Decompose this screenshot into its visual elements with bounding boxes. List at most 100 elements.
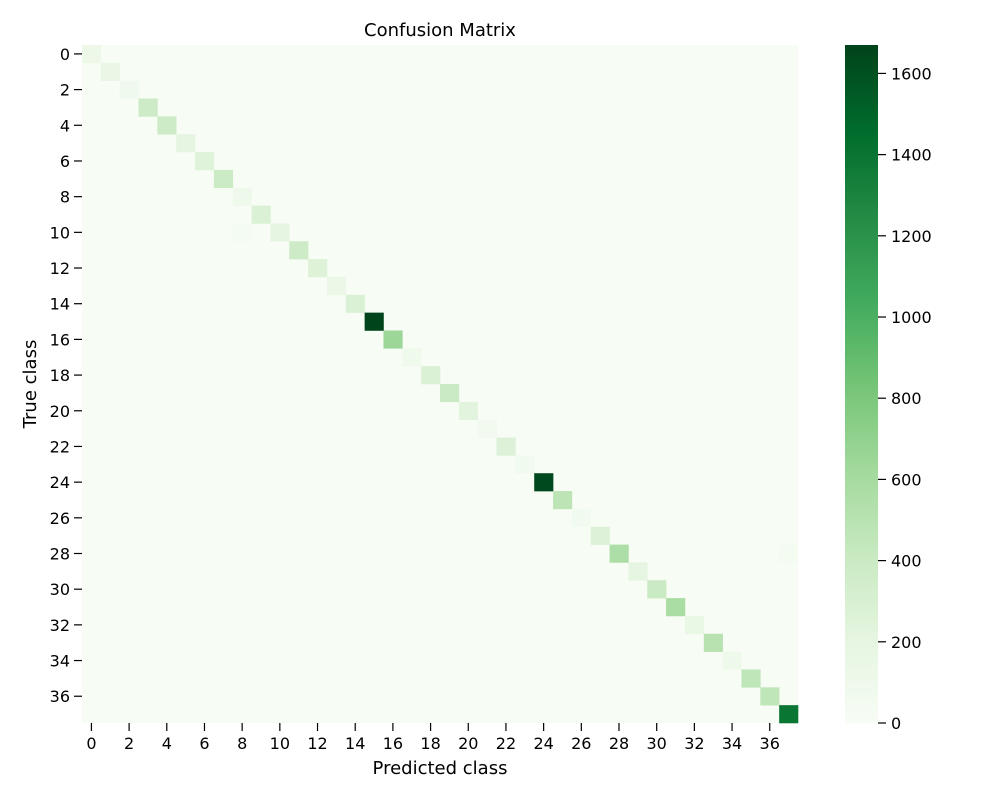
- colorbar-segment: [845, 509, 878, 514]
- colorbar-segment: [845, 45, 878, 49]
- colorbar-segment: [845, 126, 878, 131]
- colorbar-segment: [845, 461, 878, 466]
- colorbar-segment: [845, 261, 878, 266]
- cell-9-9: [251, 205, 271, 224]
- x-tick-label-26: 26: [571, 734, 591, 753]
- colorbar-segment: [845, 472, 878, 477]
- cell-18-18: [421, 366, 441, 385]
- colorbar-tick-label-1000: 1000: [891, 308, 932, 327]
- y-tick-label-12: 12: [50, 259, 70, 278]
- colorbar-segment: [845, 502, 878, 507]
- colorbar-segment: [845, 258, 878, 263]
- y-tick-label-14: 14: [50, 295, 70, 314]
- colorbar-segment: [845, 82, 878, 87]
- colorbar-segment: [845, 302, 878, 307]
- cell-32-32: [684, 615, 705, 635]
- colorbar-segment: [845, 214, 878, 219]
- colorbar-segment: [845, 248, 878, 253]
- cell-12-12: [308, 259, 328, 278]
- colorbar-segment: [845, 390, 878, 395]
- colorbar-segment: [845, 428, 878, 433]
- colorbar-tick-label-0: 0: [891, 714, 901, 733]
- colorbar-segment: [845, 299, 878, 304]
- colorbar-segment: [845, 78, 878, 83]
- x-tick-label-36: 36: [760, 734, 780, 753]
- colorbar-segment: [845, 587, 878, 592]
- colorbar-segment: [845, 153, 878, 158]
- colorbar-segment: [845, 319, 878, 324]
- x-tick-label-18: 18: [420, 734, 440, 753]
- y-tick-label-4: 4: [60, 116, 70, 135]
- y-tick-label-16: 16: [50, 330, 70, 349]
- x-tick-label-2: 2: [124, 734, 134, 753]
- colorbar-segment: [845, 228, 878, 233]
- cell-34-34: [722, 651, 742, 670]
- colorbar-segment: [845, 506, 878, 511]
- colorbar-segment: [845, 197, 878, 202]
- colorbar-segment: [845, 339, 878, 344]
- colorbar-segment: [845, 651, 878, 656]
- colorbar-segment: [845, 295, 878, 300]
- colorbar-segment: [845, 567, 878, 572]
- colorbar-segment: [845, 326, 878, 331]
- colorbar-segment: [845, 689, 878, 694]
- colorbar-segment: [845, 292, 878, 297]
- colorbar-segment: [845, 400, 878, 405]
- cell-7-7: [213, 169, 234, 189]
- colorbar: [845, 45, 878, 724]
- colorbar-segment: [845, 167, 878, 172]
- cell-23-23: [515, 455, 535, 474]
- cell-36-36: [760, 687, 780, 706]
- colorbar-segment: [845, 431, 878, 436]
- colorbar-segment: [845, 706, 878, 711]
- y-tick-label-0: 0: [60, 45, 70, 64]
- colorbar-segment: [845, 163, 878, 168]
- colorbar-segment: [845, 112, 878, 117]
- colorbar-segment: [845, 424, 878, 429]
- colorbar-segment: [845, 204, 878, 209]
- colorbar-segment: [845, 675, 878, 680]
- colorbar-segment: [845, 638, 878, 643]
- colorbar-segment: [845, 146, 878, 151]
- colorbar-segment: [845, 89, 878, 94]
- colorbar-segment: [845, 536, 878, 541]
- x-tick-label-4: 4: [162, 734, 172, 753]
- colorbar-segment: [845, 594, 878, 599]
- x-tick-label-32: 32: [684, 734, 704, 753]
- colorbar-segment: [845, 617, 878, 622]
- y-tick-label-22: 22: [50, 437, 70, 456]
- cell-14-14: [345, 294, 365, 313]
- colorbar-segment: [845, 51, 878, 56]
- colorbar-segment: [845, 92, 878, 97]
- x-tick-label-30: 30: [647, 734, 667, 753]
- colorbar-segment: [845, 495, 878, 500]
- colorbar-segment: [845, 624, 878, 629]
- colorbar-segment: [845, 465, 878, 470]
- colorbar-tick-label-1400: 1400: [891, 146, 932, 165]
- colorbar-segment: [845, 607, 878, 612]
- colorbar-segment: [845, 570, 878, 575]
- colorbar-segment: [845, 58, 878, 63]
- colorbar-segment: [845, 556, 878, 561]
- colorbar-segment: [845, 224, 878, 229]
- colorbar-segment: [845, 187, 878, 192]
- colorbar-segment: [845, 343, 878, 348]
- colorbar-segment: [845, 55, 878, 60]
- y-tick-label-26: 26: [50, 509, 70, 528]
- colorbar-segment: [845, 306, 878, 311]
- colorbar-segment: [845, 641, 878, 646]
- y-tick-label-6: 6: [60, 152, 70, 171]
- colorbar-segment: [845, 407, 878, 412]
- y-tick-label-28: 28: [50, 545, 70, 564]
- cell-28-37: [779, 544, 799, 563]
- colorbar-segment: [845, 85, 878, 90]
- cell-24-24: [534, 473, 554, 492]
- colorbar-segment: [845, 150, 878, 155]
- cell-20-20: [458, 401, 478, 420]
- cell-28-28: [609, 544, 629, 563]
- colorbar-tick-label-200: 200: [891, 633, 922, 652]
- colorbar-segment: [845, 597, 878, 602]
- colorbar-segment: [845, 129, 878, 134]
- cell-11-11: [289, 241, 309, 260]
